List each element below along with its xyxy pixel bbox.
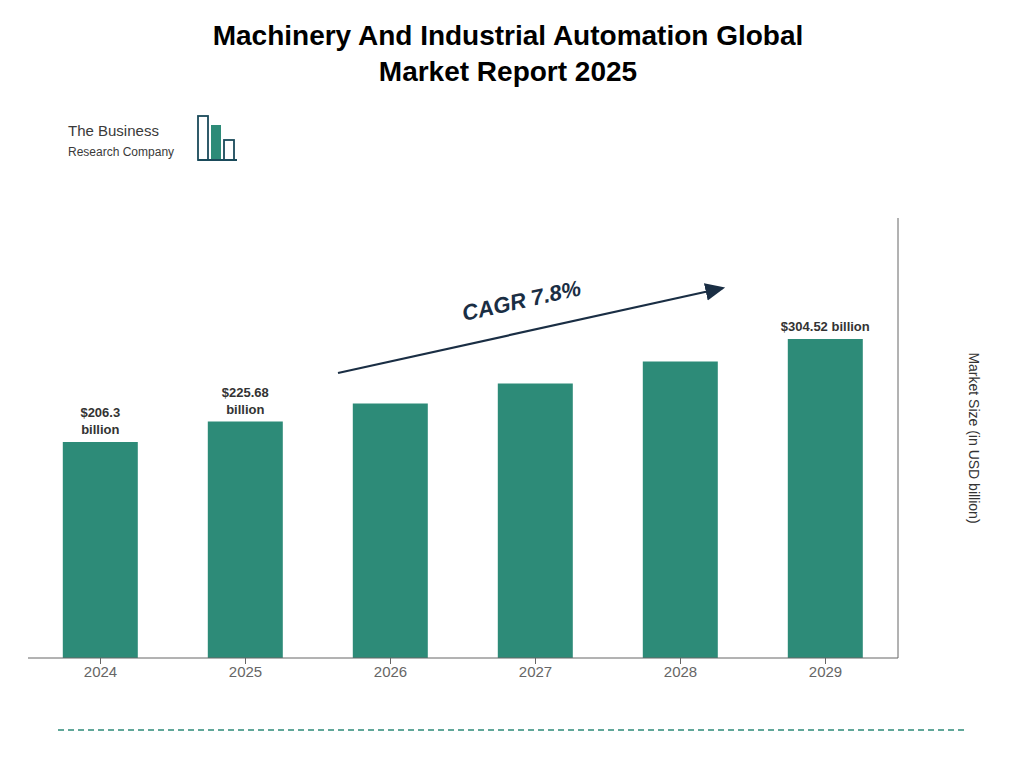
svg-text:2029: 2029: [809, 663, 842, 680]
svg-text:2024: 2024: [84, 663, 117, 680]
html-text:Market Report 2025: Market Report 2025: [378, 56, 638, 87]
svg-text:$206.3billion: $206.3billion: [80, 405, 120, 437]
svg-text:$225.68billion: $225.68billion: [222, 385, 269, 417]
svg-text:Research Company: Research Company: [68, 145, 174, 159]
svg-text:2028: 2028: [664, 663, 697, 680]
svg-text:Market Size (in USD billion): Market Size (in USD billion): [966, 352, 982, 523]
svg-text:The Business: The Business: [68, 122, 159, 139]
html-text:Machinery And Industrial Autom: Machinery And Industrial Automation Glob…: [212, 20, 804, 51]
svg-text:2026: 2026: [374, 663, 407, 680]
svg-text:2027: 2027: [519, 663, 552, 680]
svg-text:2025: 2025: [229, 663, 262, 680]
svg-text:$304.52 billion: $304.52 billion: [781, 319, 870, 334]
svg-text:CAGR 7.8%: CAGR 7.8%: [460, 275, 584, 326]
